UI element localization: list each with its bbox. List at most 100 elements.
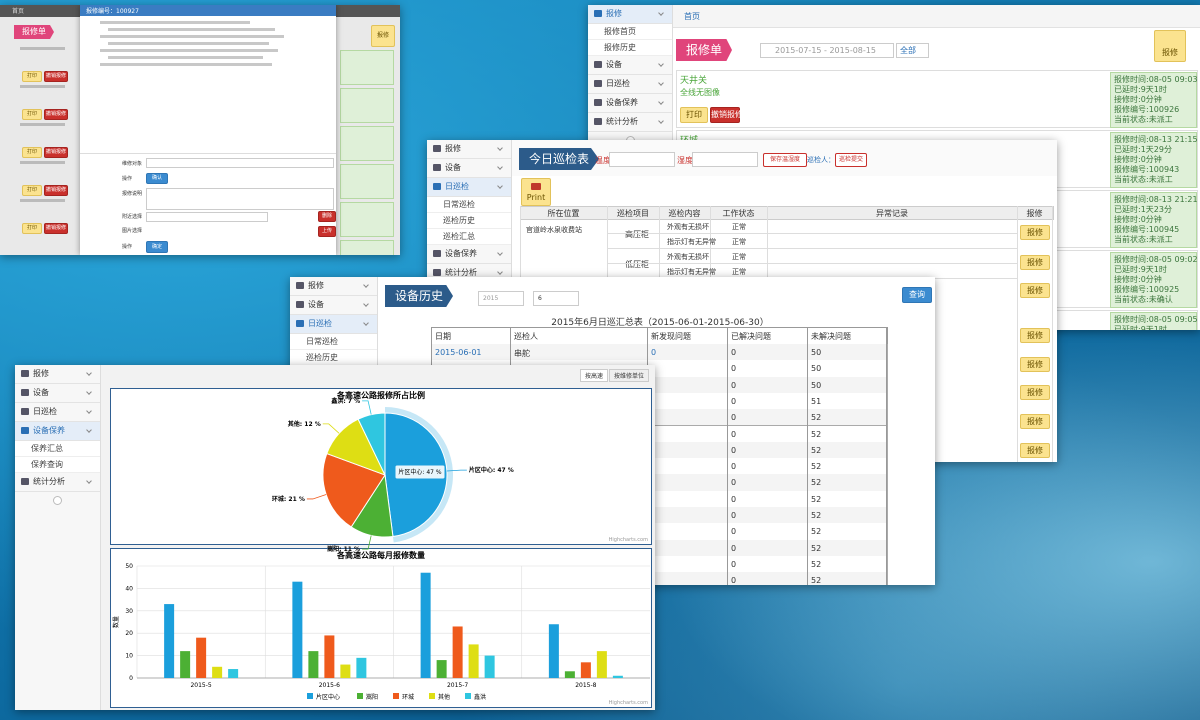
report-button[interactable]: 报修 [1020,385,1050,400]
tab: 今日巡检表 [519,148,600,170]
save-button[interactable]: 保存温湿度 [763,153,807,167]
breadcrumb: 首页 [684,12,700,21]
cell: 0 [731,559,737,569]
report-button[interactable]: 报修 [1020,414,1050,429]
menu-item[interactable]: 统计分析 [588,113,672,132]
submenu-item[interactable]: 日常巡检 [427,197,511,213]
month-select[interactable]: 6 [533,291,579,306]
report-button[interactable]: 报修 [1020,255,1050,270]
cancel-button[interactable]: 撤销报修 [44,185,68,196]
menu-icon [296,301,304,308]
bar [420,572,431,678]
report-button[interactable]: 报修 [1020,283,1050,298]
check-content: 指示灯有无异常 [667,238,716,246]
menu-item[interactable]: 统计分析 [15,473,100,492]
report-button[interactable]: 报修 [1020,443,1050,458]
print-button[interactable]: 打印 [22,223,42,234]
submenu-item[interactable]: 保养查询 [15,457,100,473]
menu-icon [594,118,602,125]
menu-item[interactable]: 设备保养 [427,245,511,264]
y-tick-label: 50 [125,563,133,570]
menu-item[interactable]: 设备保养 [588,94,672,113]
menu-item[interactable]: 设备 [15,384,100,403]
submenu-item[interactable]: 日常巡检 [290,334,377,350]
add-button[interactable]: 报修 [371,25,395,47]
menu-item[interactable]: 日巡检 [290,315,377,334]
item: 低压柜 [625,260,649,269]
print-button[interactable]: 打印 [22,185,42,196]
ticket-title: 天井关 [680,76,708,86]
y-tick-label: 0 [129,675,133,682]
cancel-button[interactable]: 撤销报修 [44,223,68,234]
column-header: 异常记录 [876,209,908,218]
menu-item[interactable]: 报修 [15,365,100,384]
card-line [20,199,65,202]
menu-icon [433,164,441,171]
filter-select[interactable]: 全部 [896,43,929,58]
menu-item[interactable]: 设备 [290,296,377,315]
submenu-item[interactable]: 报修首页 [588,24,672,40]
print-button[interactable]: 打印 [680,107,708,123]
info-box: 报修时间:08-05 09:02 已延时:9天1时 接修时:0分钟 报修编号:1009… [1110,252,1198,308]
submenu-item[interactable]: 巡检历史 [290,350,377,366]
x-tick-label: 2015-5 [190,682,211,689]
info-label: 报修时间: [1114,255,1149,264]
menu-item[interactable]: 设备 [588,56,672,75]
print-button[interactable]: Print [521,178,551,206]
print-button[interactable]: 打印 [22,147,42,158]
info-label: 报修时间: [1114,135,1149,144]
delete-button[interactable]: 删除 [318,211,336,222]
menu-label: 日巡检 [606,79,630,88]
print-button[interactable]: 打印 [22,71,42,82]
cell: 50 [811,348,822,357]
column-header: 已解决问题 [731,332,771,341]
menu-item[interactable]: 日巡检 [588,75,672,94]
menu-item[interactable]: 设备 [427,159,511,178]
report-button[interactable]: 报修 [1020,357,1050,372]
submit-button[interactable]: 确定 [146,241,168,253]
tab: 报修单 [676,39,733,61]
confirm-button[interactable]: 确认 [146,173,168,184]
report-button[interactable]: 报修 [1020,225,1050,240]
menu-item[interactable]: 日巡检 [427,178,511,197]
query-button[interactable]: 查询 [902,287,932,303]
temperature-input[interactable] [609,152,675,167]
info-value: 1天29分 [1140,145,1172,154]
y-tick-label: 20 [125,630,133,637]
bar [580,662,591,678]
menu-item[interactable]: 报修 [427,140,511,159]
legend-label: 鑫洪 [474,693,486,701]
cell: 52 [811,576,822,585]
collapse-toggle[interactable] [53,496,62,505]
info-label: 报修编号: [1114,165,1149,174]
humidity-input[interactable] [692,152,758,167]
form-label: 操作 [122,244,133,250]
info-value: 0分钟 [1140,275,1162,284]
cell: 0 [731,348,737,357]
submit-button[interactable]: 巡检提交 [835,153,867,167]
menu-label: 设备 [606,60,622,69]
report-button[interactable]: 报修 [1020,328,1050,343]
upload-button[interactable]: 上传 [318,226,336,237]
submenu-item[interactable]: 报修历史 [588,40,672,56]
submenu-item[interactable]: 保养汇总 [15,441,100,457]
bar [308,651,319,678]
cancel-button[interactable]: 撤销报修 [44,109,68,120]
add-button[interactable]: 报修 [1154,30,1186,62]
menu-label: 报修 [445,144,461,153]
year-select[interactable]: 2015 [478,291,524,306]
bar [612,675,623,678]
cancel-button[interactable]: 撤销报修 [44,147,68,158]
cancel-button[interactable]: 撤销报修 [710,107,743,123]
date-range[interactable]: 2015-07-15 - 2015-08-15 [760,43,894,58]
cancel-button[interactable]: 撤销报修 [44,71,68,82]
menu-item[interactable]: 报修 [290,277,377,296]
print-button[interactable]: 打印 [22,109,42,120]
submenu-item[interactable]: 巡检汇总 [427,229,511,245]
submenu-item[interactable]: 巡检历史 [427,213,511,229]
menu-item[interactable]: 报修 [588,5,672,24]
menu-item[interactable]: 日巡检 [15,403,100,422]
menu-item[interactable]: 设备保养 [15,422,100,441]
dialog: 报修编号：100927 维修对象 操作 报修说明 附近选择 图片选择 操作 确认 删除 上传 确定 [80,5,336,255]
info-line: 当前状态:未派工 [1114,235,1196,245]
